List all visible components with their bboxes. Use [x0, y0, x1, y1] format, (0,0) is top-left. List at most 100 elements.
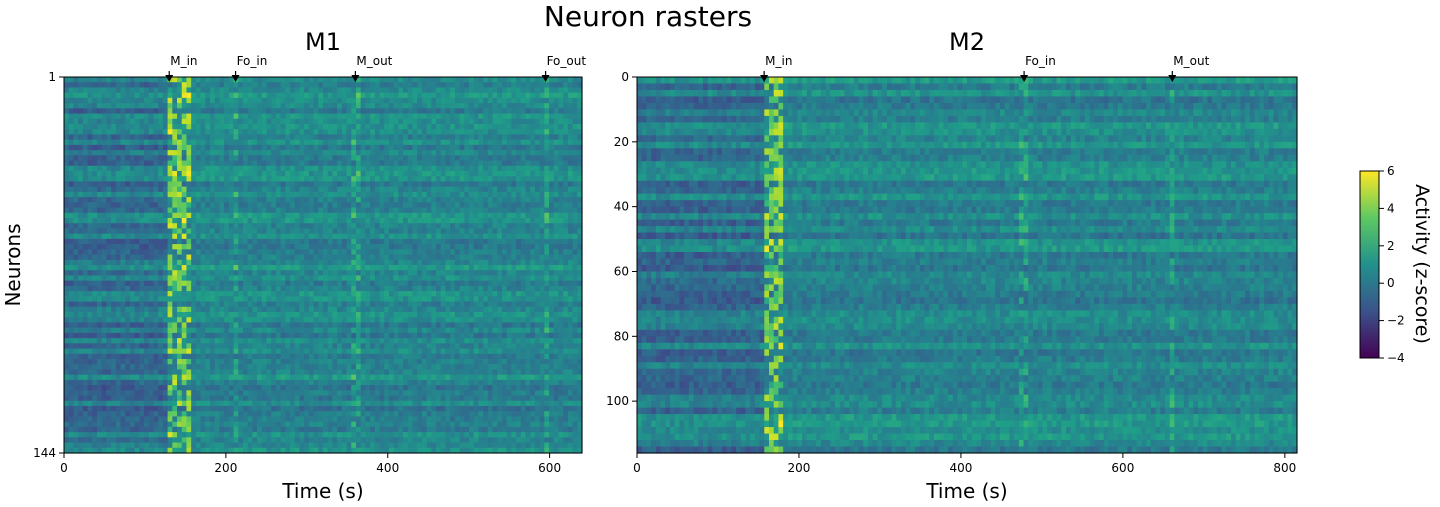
raster-cell — [148, 150, 155, 156]
raster-cell — [417, 155, 423, 162]
raster-cell — [323, 92, 329, 99]
raster-cell — [224, 223, 230, 230]
raster-cell — [398, 144, 404, 151]
raster-cell — [464, 285, 470, 292]
raster-cell — [214, 212, 220, 219]
raster-cell — [87, 233, 93, 240]
raster-cell — [436, 249, 442, 256]
raster-cell — [483, 212, 489, 219]
raster-cell — [233, 254, 239, 261]
raster-cell — [219, 97, 225, 104]
raster-cell — [111, 165, 117, 172]
raster-cell — [181, 296, 188, 303]
raster-cell — [214, 291, 220, 297]
raster-cell — [162, 197, 169, 203]
raster-cell — [337, 118, 343, 125]
raster-cell — [511, 301, 517, 308]
raster-cell — [393, 191, 399, 198]
raster-cell — [134, 218, 140, 224]
raster-cell — [323, 254, 329, 261]
raster-cell — [497, 82, 503, 89]
raster-cell — [398, 280, 404, 287]
raster-cell — [388, 212, 395, 219]
raster-cell — [144, 212, 150, 219]
raster-cell — [346, 186, 352, 193]
raster-cell — [92, 312, 98, 318]
raster-cell — [139, 176, 145, 183]
raster-cell — [290, 82, 296, 89]
raster-cell — [266, 197, 272, 203]
raster-cell — [257, 191, 263, 198]
raster-cell — [346, 207, 352, 214]
raster-cell — [341, 108, 348, 115]
raster-cell — [393, 223, 399, 230]
raster-cell — [450, 103, 456, 109]
raster-cell — [280, 275, 286, 282]
raster-cell — [87, 285, 93, 292]
raster-cell — [468, 155, 475, 162]
raster-cell — [139, 87, 145, 94]
raster-cell — [101, 285, 107, 292]
raster-cell — [534, 150, 541, 156]
raster-cell — [421, 82, 428, 89]
raster-cell — [365, 82, 371, 89]
raster-cell — [167, 306, 173, 313]
raster-cell — [492, 207, 498, 214]
raster-cell — [186, 275, 192, 282]
raster-cell — [407, 118, 414, 125]
raster-cell — [417, 275, 423, 282]
raster-cell — [115, 150, 122, 156]
raster-cell — [115, 270, 122, 277]
raster-cell — [261, 270, 268, 277]
raster-cell — [224, 113, 230, 120]
raster-cell — [492, 150, 498, 156]
raster-cell — [370, 296, 376, 303]
raster-cell — [384, 238, 390, 245]
raster-cell — [82, 265, 89, 271]
raster-cell — [313, 139, 319, 146]
raster-cell — [285, 155, 291, 162]
raster-cell — [497, 275, 503, 282]
raster-cell — [379, 228, 385, 235]
raster-cell — [224, 259, 230, 266]
raster-cell — [511, 171, 517, 177]
raster-cell — [139, 103, 145, 109]
raster-cell — [313, 113, 319, 120]
raster-cell — [144, 254, 150, 261]
raster-cell — [167, 301, 173, 308]
raster-cell — [252, 197, 258, 203]
raster-cell — [200, 87, 206, 94]
raster-cell — [219, 291, 225, 297]
raster-cell — [384, 265, 390, 271]
raster-cell — [483, 207, 489, 214]
raster-cell — [299, 249, 305, 256]
raster-cell — [115, 280, 122, 287]
raster-cell — [478, 160, 484, 167]
raster-cell — [181, 103, 188, 109]
raster-cell — [224, 134, 230, 141]
raster-cell — [238, 265, 244, 271]
raster-cell — [351, 202, 357, 209]
raster-cell — [172, 197, 178, 203]
raster-cell — [534, 129, 541, 136]
raster-cell — [337, 238, 343, 245]
raster-cell — [209, 275, 216, 282]
raster-cell — [459, 186, 465, 193]
raster-cell — [106, 191, 112, 198]
raster-cell — [144, 244, 150, 250]
raster-cell — [492, 270, 498, 277]
raster-cell — [299, 77, 305, 83]
raster-cell — [233, 176, 239, 183]
raster-cell — [431, 155, 437, 162]
raster-cell — [497, 207, 503, 214]
raster-cell — [92, 150, 98, 156]
raster-cell — [73, 301, 79, 308]
raster-cell — [492, 77, 498, 83]
raster-cell — [162, 212, 169, 219]
raster-cell — [426, 254, 432, 261]
raster-cell — [101, 270, 107, 277]
raster-cell — [64, 233, 70, 240]
raster-cell — [214, 301, 220, 308]
raster-cell — [379, 280, 385, 287]
raster-cell — [266, 144, 272, 151]
